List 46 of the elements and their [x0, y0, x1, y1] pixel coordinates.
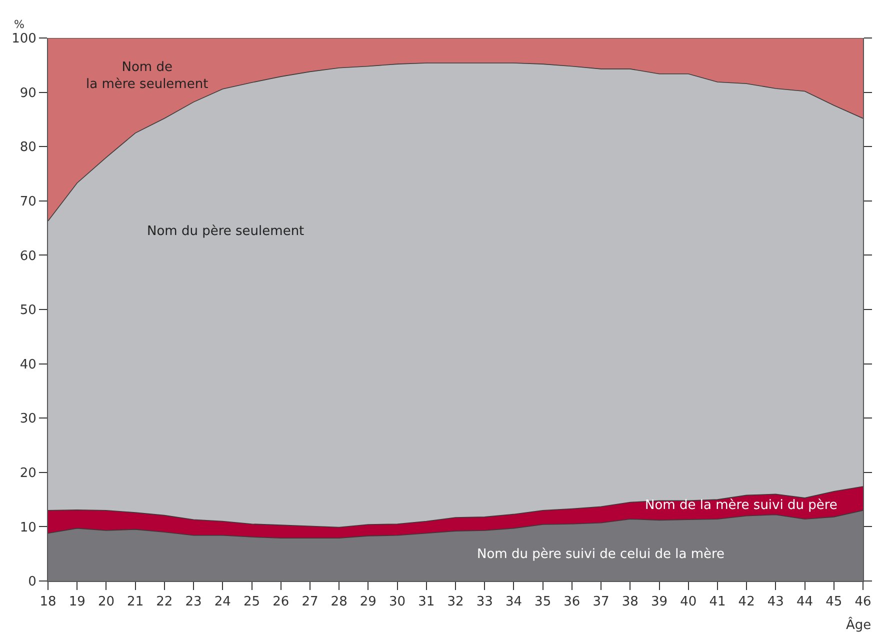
x-tick-label: 32: [447, 594, 464, 610]
y-tick-label: 80: [20, 140, 36, 156]
y-tick-label: 90: [20, 86, 36, 101]
x-tick-label: 19: [68, 594, 86, 610]
y-tick-label: 70: [20, 194, 36, 210]
y-tick-label: 30: [20, 412, 36, 427]
x-tick-label: 38: [622, 594, 638, 610]
series-label: Nom du père suivi de celui de la mère: [477, 547, 725, 562]
y-tick-label: 100: [12, 32, 36, 47]
x-tick-label: 28: [330, 594, 348, 610]
x-tick-label: 33: [476, 594, 493, 610]
y-tick-label: 60: [20, 248, 36, 264]
x-tick-label: 43: [767, 594, 784, 610]
x-tick-label: 36: [564, 594, 580, 610]
y-tick-label: 0: [28, 574, 36, 590]
x-tick-label: 46: [854, 594, 872, 610]
series-label: Nom de la mère suivi du père: [645, 498, 838, 513]
x-tick-label: 21: [127, 594, 144, 610]
x-tick-label: 18: [40, 594, 56, 610]
x-tick-label: 44: [796, 594, 814, 610]
x-tick-label: 34: [505, 594, 522, 610]
y-tick-label: 10: [20, 520, 36, 536]
x-tick-label: 37: [592, 594, 610, 610]
y-tick-label: 50: [20, 303, 36, 318]
x-tick-label: 39: [650, 594, 668, 610]
y-axis-title: %: [14, 18, 24, 31]
y-tick-label: 40: [20, 357, 36, 372]
x-tick-label: 35: [534, 594, 552, 610]
series-label: Nom du père seulement: [147, 224, 304, 239]
x-tick-label: 30: [389, 594, 406, 610]
x-axis-title: Âge: [846, 616, 872, 633]
x-tick-label: 26: [272, 594, 290, 610]
x-tick-label: 42: [738, 594, 755, 610]
x-tick-label: 24: [214, 594, 231, 610]
x-tick-label: 20: [98, 594, 114, 610]
y-tick-label: 20: [20, 466, 36, 481]
x-tick-label: 29: [360, 594, 376, 610]
x-tick-label: 23: [185, 594, 202, 610]
x-tick-label: 22: [156, 594, 173, 610]
x-tick-label: 40: [680, 594, 697, 610]
x-tick-label: 31: [418, 594, 435, 610]
x-tick-label: 25: [243, 594, 260, 610]
x-tick-label: 41: [709, 594, 726, 610]
x-tick-label: 45: [826, 594, 842, 610]
x-tick-label: 27: [302, 594, 318, 610]
series-label: Nom de la mère seulement: [86, 60, 208, 92]
